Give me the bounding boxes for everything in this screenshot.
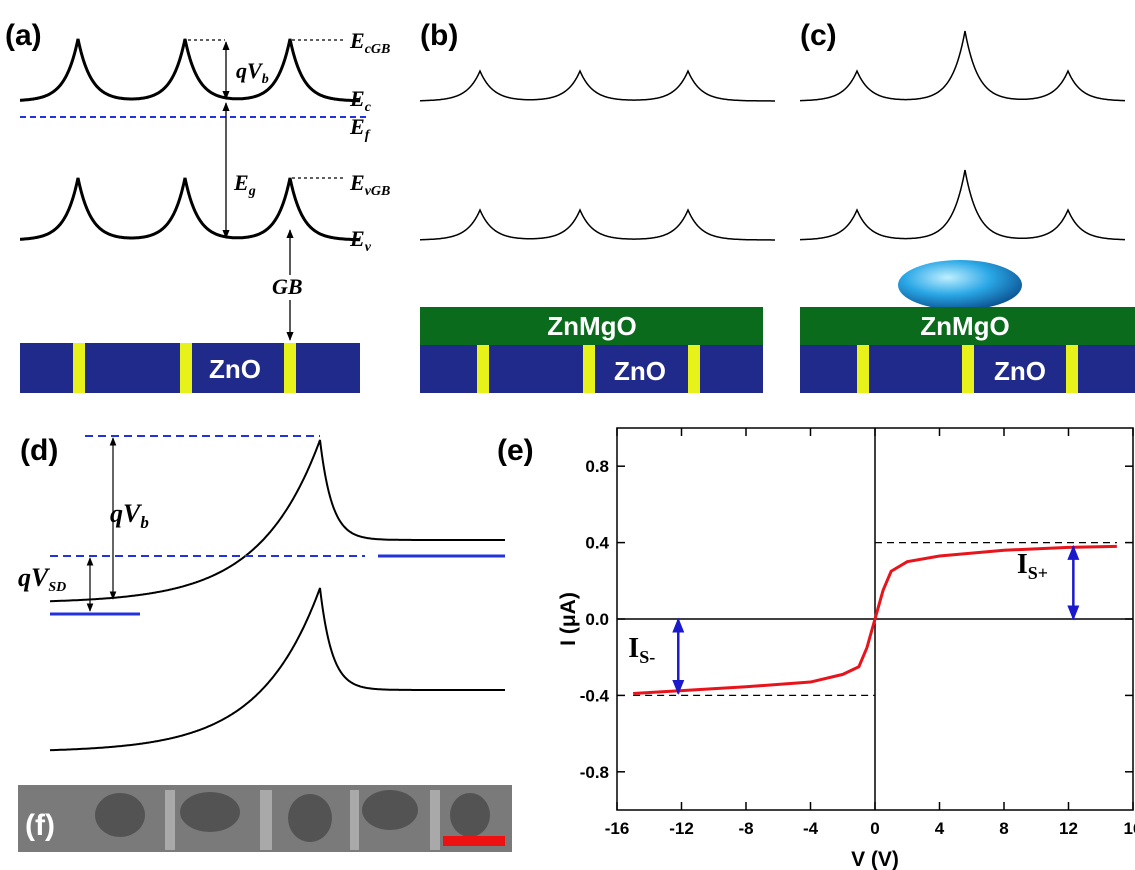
band-label: Eg bbox=[233, 170, 256, 199]
y-tick-label: -0.4 bbox=[580, 686, 610, 705]
panel-label: (e) bbox=[497, 434, 534, 467]
x-tick-label: 12 bbox=[1059, 819, 1078, 838]
arrows bbox=[222, 41, 294, 341]
annotation-sub: S+ bbox=[1028, 563, 1048, 583]
annotation: IS- bbox=[628, 633, 655, 667]
chart: -16 -12 -8 -4 0 4 8 12 16 -0.8 -0.4 0.0 0.4 0.8 V (V) I… bbox=[497, 427, 1135, 870]
band-edge bbox=[800, 30, 1125, 102]
panel-label: (b) bbox=[420, 19, 458, 52]
band-label: GB bbox=[272, 274, 303, 299]
band-label: Ev bbox=[349, 226, 372, 255]
x-tick-label: 16 bbox=[1124, 819, 1135, 838]
znmgo-layer bbox=[800, 307, 1135, 345]
band-label: EcGB bbox=[349, 28, 390, 57]
y-axis-label: I (μA) bbox=[557, 592, 580, 646]
annotation-main: I bbox=[628, 633, 639, 664]
grain-boundaries bbox=[73, 343, 296, 393]
x-tick-label: -12 bbox=[669, 819, 694, 838]
band-label: Ec bbox=[349, 86, 372, 115]
band-edge bbox=[800, 169, 1125, 241]
x-tick-label: -4 bbox=[803, 819, 819, 838]
material-label: ZnO bbox=[209, 354, 261, 384]
y-tick-label: 0.4 bbox=[585, 534, 609, 553]
grain-boundaries bbox=[477, 345, 700, 393]
x-axis-label: V (V) bbox=[851, 848, 899, 870]
band-label: qVSD bbox=[18, 563, 66, 595]
band-edge bbox=[50, 439, 505, 603]
panel-label: (a) bbox=[5, 19, 42, 52]
material-label: ZnMgO bbox=[920, 311, 1010, 341]
band-edge bbox=[20, 38, 360, 103]
material-label: ZnO bbox=[614, 356, 666, 386]
annotation-main: I bbox=[1017, 549, 1028, 580]
band-edge bbox=[420, 69, 775, 102]
annotation: IS+ bbox=[1017, 549, 1048, 583]
y-tick-label: 0.0 bbox=[585, 610, 609, 629]
band-curves bbox=[20, 30, 1125, 752]
y-tick-label: -0.8 bbox=[580, 763, 609, 782]
guide-lines bbox=[188, 39, 345, 179]
band-edge bbox=[20, 177, 360, 242]
band-edge bbox=[49, 587, 505, 752]
band-edge bbox=[420, 208, 775, 241]
panel-label: (f) bbox=[25, 809, 55, 842]
x-tick-label: -16 bbox=[605, 819, 630, 838]
panel-label: (c) bbox=[800, 19, 837, 52]
scale-bar bbox=[443, 836, 505, 846]
fermi-levels bbox=[50, 435, 505, 616]
sem-grains bbox=[95, 790, 490, 842]
grain-boundaries bbox=[857, 345, 1078, 393]
sem-highlights bbox=[165, 790, 440, 850]
panel-label: (d) bbox=[20, 434, 58, 467]
band-label: EvGB bbox=[349, 170, 390, 199]
annotation-sub: S- bbox=[639, 647, 655, 667]
material-label: ZnO bbox=[994, 356, 1046, 386]
arrows bbox=[86, 437, 117, 612]
x-tick-label: 8 bbox=[999, 819, 1008, 838]
x-tick-label: 4 bbox=[935, 819, 945, 838]
band-label: qVb bbox=[236, 58, 269, 87]
band-label: qVb bbox=[110, 499, 149, 532]
y-tick-label: 0.8 bbox=[585, 457, 609, 476]
water-droplet bbox=[898, 260, 1022, 310]
material-label: ZnMgO bbox=[547, 311, 637, 341]
band-label: Ef bbox=[349, 114, 371, 143]
x-tick-label: 0 bbox=[870, 819, 879, 838]
x-tick-label: -8 bbox=[738, 819, 753, 838]
znmgo-layer bbox=[420, 307, 763, 345]
iv-curve bbox=[633, 544, 1117, 695]
